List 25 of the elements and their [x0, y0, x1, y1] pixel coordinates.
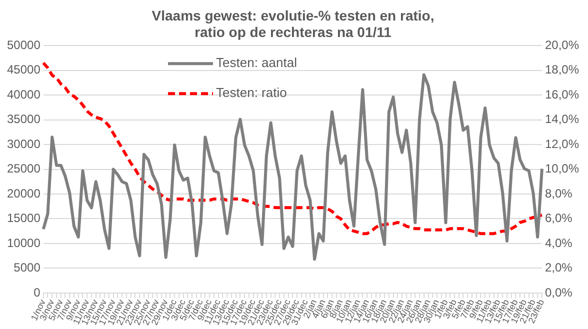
y-tick-label: 50000 [6, 38, 41, 52]
y-tick-label: 0 [34, 285, 41, 300]
y2-tick-label: 14,0% [544, 112, 580, 126]
y2-tick-label: 12,0% [544, 136, 580, 151]
legend-label: Testen: aantal [216, 55, 298, 70]
chart-title: Vlaams gewest: evolutie-% testen en ratio, ratio op de rechteras na 01/11 [152, 7, 434, 40]
y-tick-label: 45000 [6, 62, 41, 77]
y-tick-label: 10000 [6, 236, 41, 250]
y2-tick-label: 10,0% [544, 162, 580, 176]
y-tick-label: 20000 [6, 186, 41, 200]
y-tick-label: 25000 [6, 162, 41, 176]
y-tick-label: 40000 [6, 87, 41, 102]
y-tick-label: 5000 [14, 260, 41, 275]
y-tick-label: 15000 [6, 211, 41, 226]
legend-label: Testen: ratio [216, 85, 287, 100]
y2-tick-label: 16,0% [544, 87, 580, 102]
y2-tick-label: 8,0% [544, 186, 573, 200]
y2-tick-label: 4,0% [544, 236, 573, 250]
y2-tick-label: 2,0% [544, 260, 573, 275]
y2-tick-label: 18,0% [544, 62, 580, 77]
y2-tick-label: 6,0% [544, 211, 573, 226]
y2-tick-label: 20,0% [544, 38, 580, 52]
y-tick-label: 35000 [6, 112, 41, 126]
y2-tick-label: 0,0% [544, 285, 573, 300]
y-tick-label: 30000 [6, 136, 41, 151]
